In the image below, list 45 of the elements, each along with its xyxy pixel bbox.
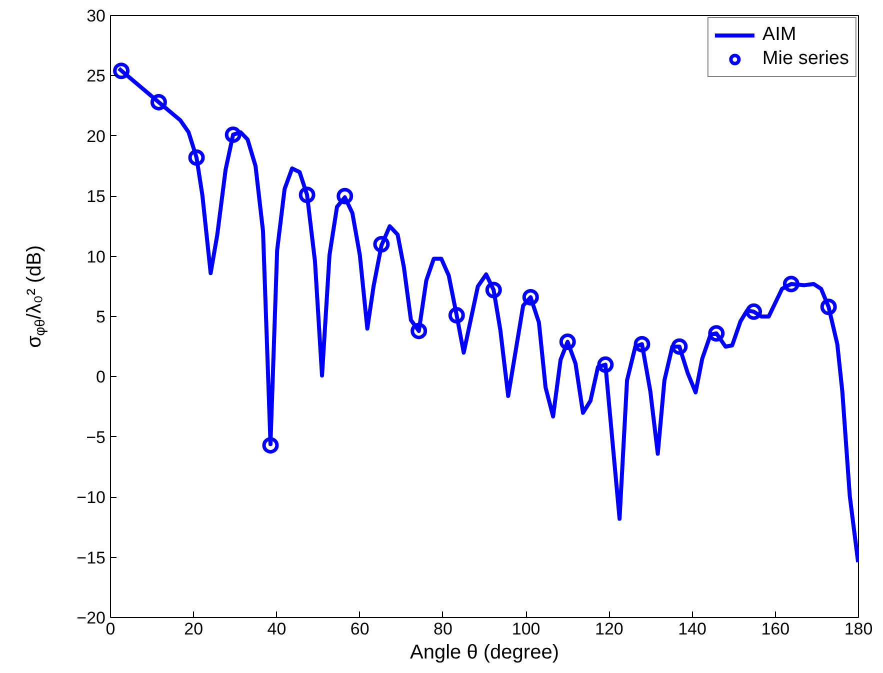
legend-label: Mie series: [762, 48, 849, 70]
x-tick-label: 20: [184, 620, 204, 638]
y-tick-label: −20: [76, 608, 106, 628]
legend-label: AIM: [762, 24, 796, 46]
point: [188, 149, 205, 166]
point: [150, 94, 167, 110]
y-tick-label: 30: [86, 6, 106, 26]
y-tick-label: −5: [86, 428, 106, 447]
y-tick-label: 15: [86, 187, 106, 206]
y-tick-label: 20: [86, 126, 106, 146]
x-tick-label: 100: [512, 620, 540, 638]
point: [336, 188, 354, 204]
point: [746, 303, 762, 320]
point: [559, 334, 576, 350]
y-tick-label: 25: [86, 66, 106, 86]
x-tick-label: 60: [350, 620, 370, 638]
y-tick-label: 10: [86, 247, 106, 266]
x-tick-label: 140: [678, 620, 706, 638]
point: [597, 356, 614, 373]
x-tick-label: 80: [433, 620, 452, 638]
point: [410, 322, 428, 340]
point: [820, 298, 837, 316]
y-tick-label: −10: [76, 488, 106, 508]
x-tick-label: 120: [594, 620, 624, 638]
x-tick-label: 180: [844, 620, 873, 638]
point: [298, 186, 316, 204]
point: [671, 338, 688, 355]
y-tick-label: 0: [96, 368, 106, 387]
x-axis-title: Angle θ (degree): [410, 642, 559, 664]
point: [634, 336, 650, 352]
line-series: [116, 66, 858, 564]
point: [224, 126, 242, 143]
point: [708, 325, 725, 342]
point: [522, 289, 539, 306]
point: [448, 307, 465, 324]
point: [782, 276, 800, 292]
point: [373, 236, 390, 252]
y-tick-label: −15: [76, 548, 106, 568]
point: [113, 62, 130, 80]
point: [262, 437, 279, 454]
x-tick-label: 160: [761, 620, 790, 638]
y-tick-label: 5: [96, 308, 106, 326]
y-axis-title: σφθ/λ₀² (dB): [24, 245, 48, 348]
point: [485, 282, 502, 298]
x-tick-label: 40: [267, 620, 286, 638]
